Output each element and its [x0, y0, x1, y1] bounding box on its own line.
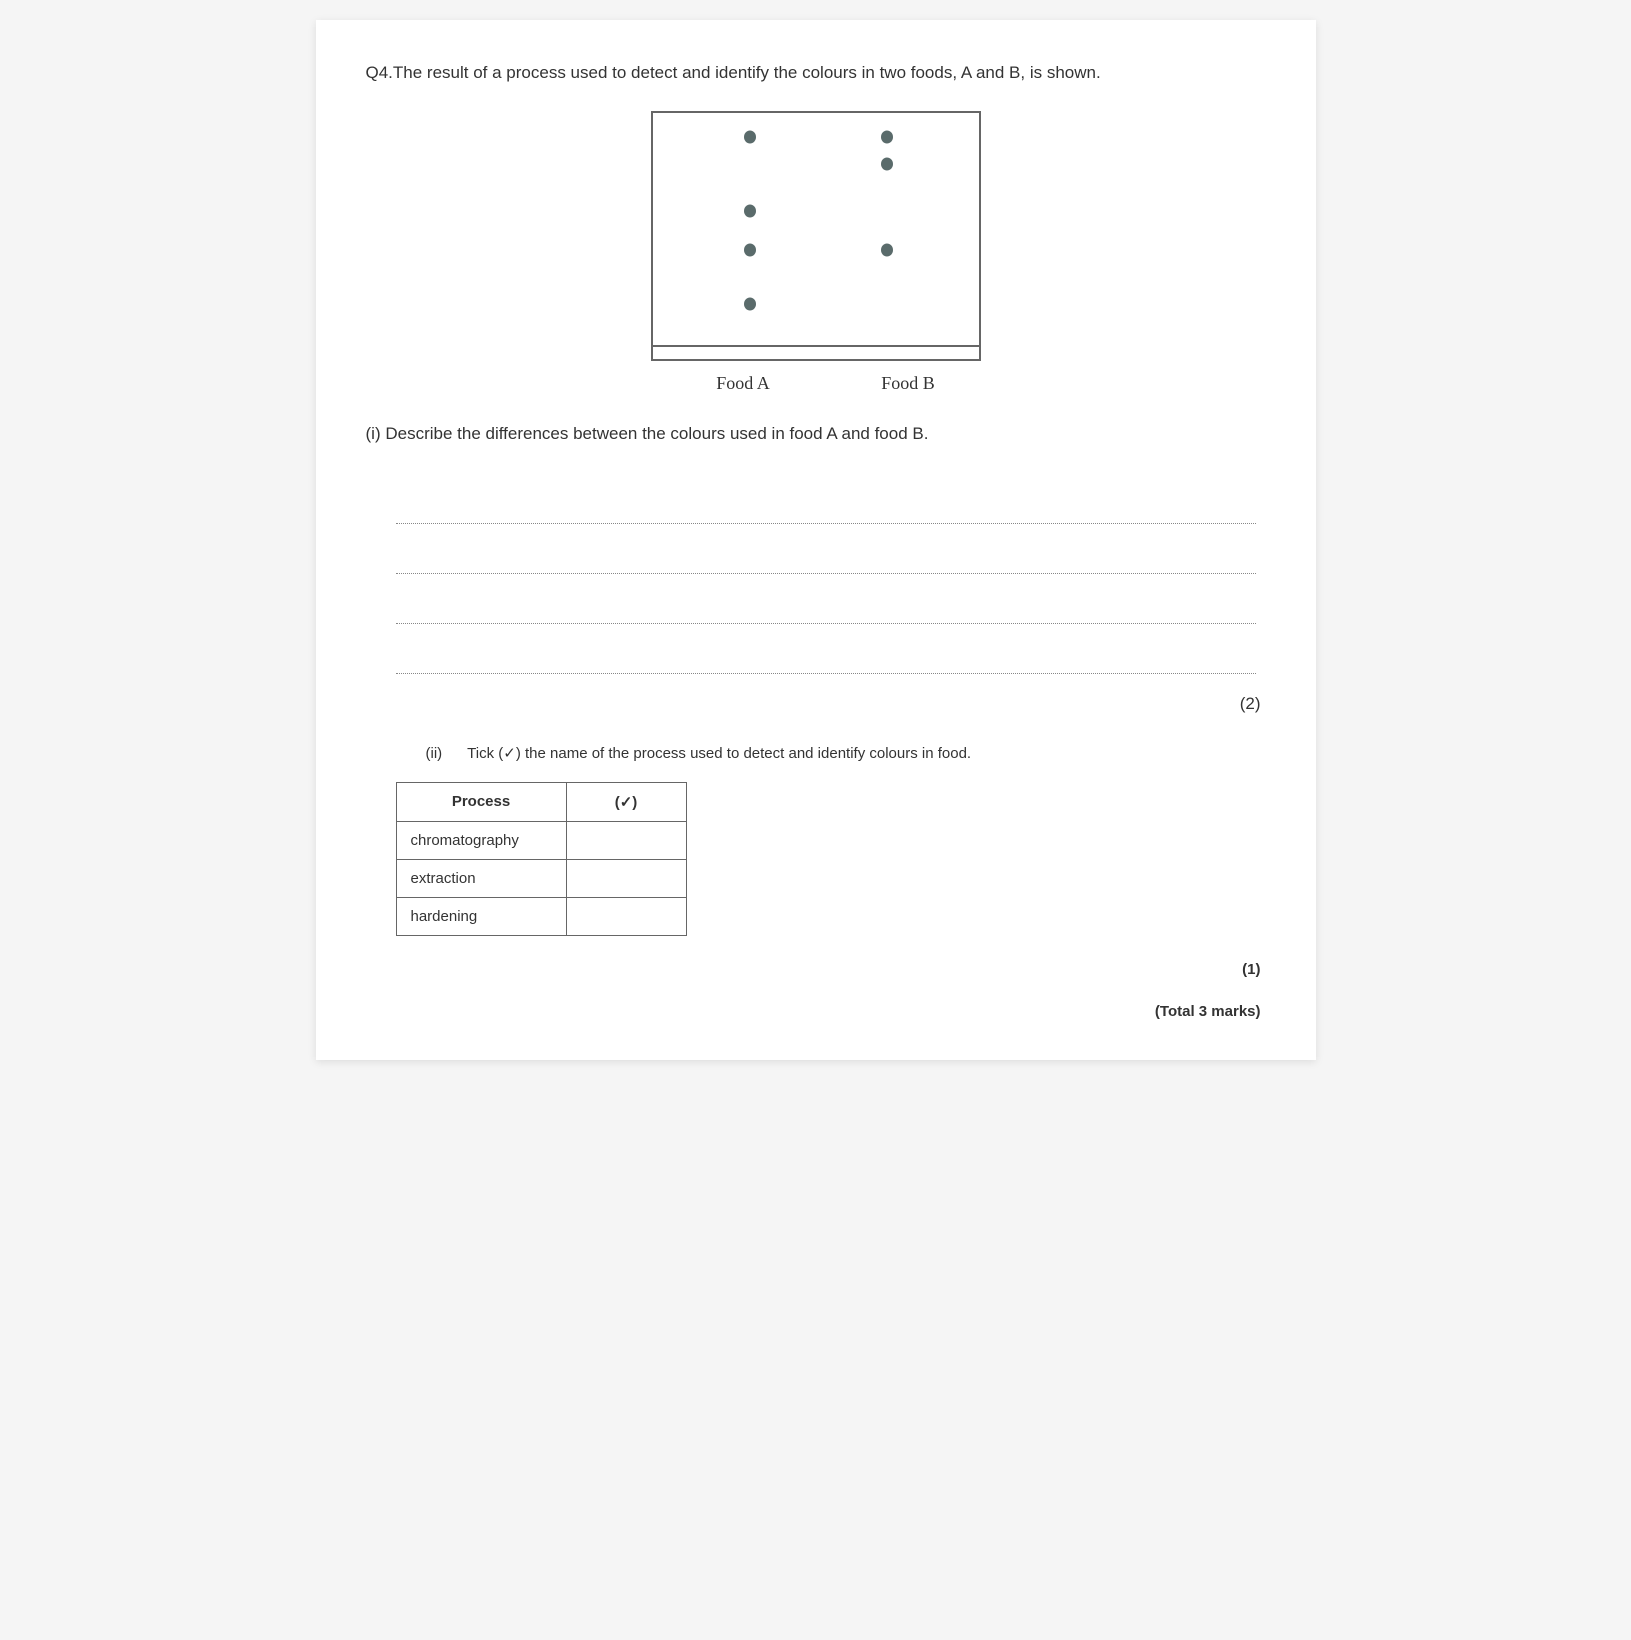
- tick-cell[interactable]: [566, 859, 686, 897]
- table-row: hardening: [396, 897, 686, 935]
- answer-line: [396, 524, 1256, 574]
- chromatogram-spot: [881, 158, 893, 171]
- process-cell: hardening: [396, 897, 566, 935]
- chromatogram-spot: [744, 204, 756, 217]
- exam-page: Q4.The result of a process used to detec…: [316, 20, 1316, 1060]
- tick-cell[interactable]: [566, 821, 686, 859]
- col-header-tick: (✓): [566, 782, 686, 821]
- question-number: Q4.: [366, 63, 393, 82]
- sub-i-label: (i): [366, 424, 381, 443]
- sub-ii-text: Tick (✓) the name of the process used to…: [467, 745, 971, 762]
- tick-cell[interactable]: [566, 897, 686, 935]
- table-row: chromatography: [396, 821, 686, 859]
- total-marks: (Total 3 marks): [366, 1003, 1266, 1020]
- chromatogram-labels: Food A Food B: [651, 373, 981, 394]
- answer-line: [396, 624, 1256, 674]
- process-table: Process (✓) chromatographyextractionhard…: [396, 782, 687, 936]
- answer-line: [396, 474, 1256, 524]
- food-b-label: Food B: [816, 373, 981, 394]
- chromatogram-spot: [881, 131, 893, 144]
- process-cell: extraction: [396, 859, 566, 897]
- sub-i-text: Describe the differences between the col…: [385, 424, 928, 443]
- question-text: Q4.The result of a process used to detec…: [366, 60, 1266, 86]
- sub-ii-marks: (1): [366, 961, 1266, 978]
- sub-ii-label: (ii): [426, 745, 443, 762]
- process-cell: chromatography: [396, 821, 566, 859]
- chromatogram-figure: Food A Food B: [366, 111, 1266, 394]
- food-a-label: Food A: [651, 373, 816, 394]
- chromatogram-spot: [744, 131, 756, 144]
- table-row: extraction: [396, 859, 686, 897]
- answer-line: [396, 574, 1256, 624]
- chromatogram-spot: [744, 298, 756, 311]
- sub-question-ii: (ii) Tick (✓) the name of the process use…: [426, 744, 1266, 762]
- chromatogram-baseline: [653, 345, 979, 347]
- chromatogram-box: [651, 111, 981, 361]
- chromatogram-spot: [881, 244, 893, 257]
- col-header-process: Process: [396, 782, 566, 821]
- question-body: The result of a process used to detect a…: [393, 63, 1101, 82]
- sub-i-marks: (2): [366, 694, 1266, 714]
- chromatogram-spot: [744, 244, 756, 257]
- answer-lines: [396, 474, 1256, 674]
- table-header-row: Process (✓): [396, 782, 686, 821]
- sub-question-i: (i) Describe the differences between the…: [366, 424, 1266, 444]
